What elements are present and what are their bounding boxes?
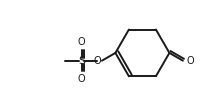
- Text: O: O: [78, 74, 85, 84]
- Text: O: O: [93, 56, 101, 66]
- Text: S: S: [78, 56, 85, 66]
- Text: O: O: [78, 37, 85, 47]
- Text: O: O: [187, 56, 194, 66]
